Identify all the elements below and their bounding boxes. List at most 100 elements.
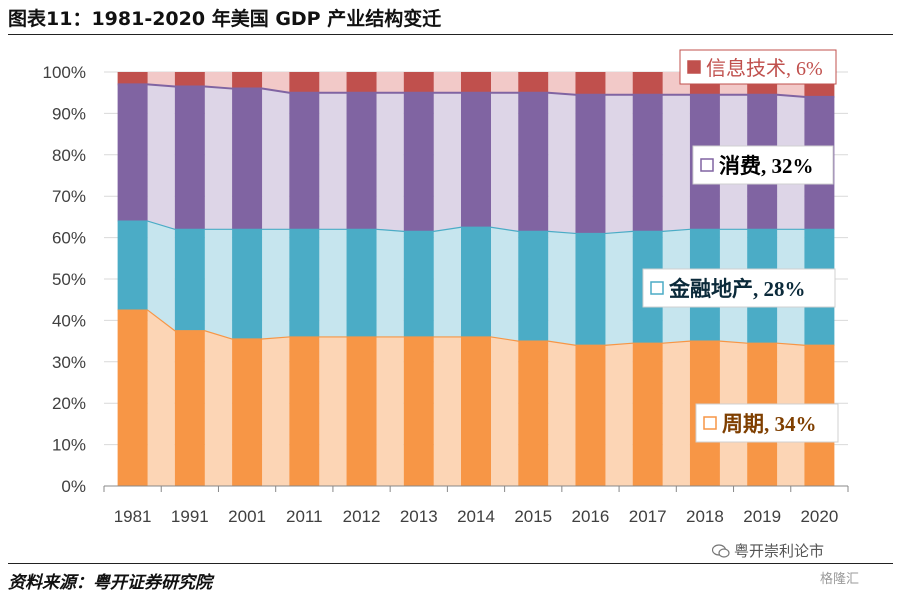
bar-segment-信息技术-2013 [403, 72, 434, 93]
bar-segment-消费-2013 [403, 92, 434, 232]
boundary-line [117, 309, 835, 346]
bar-segment-周期-2011 [289, 336, 320, 486]
y-tick-label: 60% [52, 229, 86, 248]
legend-key [687, 60, 701, 74]
x-tick-label: 2018 [686, 507, 724, 526]
band-消费 [605, 94, 633, 234]
band-消费 [376, 92, 404, 232]
bar-segment-消费-2014 [461, 92, 491, 228]
band-信息技术 [433, 72, 461, 93]
bar-segment-信息技术-2014 [461, 72, 491, 93]
bar-segment-信息技术-2017 [632, 72, 663, 95]
bar-segment-信息技术-2015 [518, 72, 549, 93]
watermark-sub: 格隆汇 [820, 572, 860, 587]
bar-segment-信息技术-2016 [575, 72, 606, 95]
band-消费 [491, 92, 519, 232]
bar-segment-信息技术-2001 [232, 72, 263, 89]
legend-key [650, 281, 664, 295]
x-tick-label: 2013 [400, 507, 438, 526]
bar-segment-周期-1991 [174, 330, 205, 486]
boundary-line [117, 220, 835, 235]
source-note: 资料来源：粤开证券研究院 [8, 573, 212, 593]
band-周期 [433, 336, 461, 486]
bar-segment-金融地产-1991 [174, 229, 205, 331]
bar-segment-消费-1991 [174, 86, 205, 230]
band-信息技术 [605, 72, 633, 95]
band-消费 [147, 84, 175, 230]
watermark-text: 粤开崇利论市 [734, 542, 825, 560]
band-周期 [491, 336, 519, 486]
band-金融地产 [147, 221, 175, 331]
title-divider [8, 34, 893, 35]
x-tick-label: 2015 [514, 507, 552, 526]
bar-segment-消费-2011 [289, 92, 320, 230]
band-金融地产 [433, 227, 461, 337]
band-消费 [433, 92, 461, 232]
bar-segment-金融地产-2011 [289, 229, 320, 337]
band-消费 [262, 88, 290, 230]
bar-segment-金融地产-2015 [518, 231, 549, 342]
bar-segment-金融地产-2016 [575, 233, 606, 346]
bar-segment-信息技术-2011 [289, 72, 320, 93]
band-信息技术 [319, 72, 347, 93]
series-label-信息技术: 信息技术, 6% [706, 57, 823, 80]
band-周期 [662, 341, 690, 486]
series-label-周期: 周期, 34% [722, 412, 817, 436]
bar-segment-信息技术-2012 [346, 72, 377, 93]
bar-segment-周期-2014 [461, 336, 491, 486]
band-周期 [548, 341, 576, 486]
band-信息技术 [262, 72, 290, 93]
bar-segment-周期-2001 [232, 339, 263, 486]
label-box [695, 403, 839, 443]
band-信息技术 [204, 72, 233, 89]
bar-segment-周期-1981 [117, 310, 148, 486]
y-tick-label: 70% [52, 187, 86, 206]
band-金融地产 [605, 231, 633, 346]
y-tick-label: 10% [52, 436, 86, 455]
band-金融地产 [491, 227, 519, 342]
bar-segment-消费-2012 [346, 92, 377, 230]
bar-segment-信息技术-1991 [174, 72, 205, 87]
bar-segment-金融地产-2012 [346, 229, 377, 337]
bar-segment-周期-2013 [403, 336, 434, 486]
y-tick-label: 50% [52, 270, 86, 289]
label-box [642, 268, 836, 308]
y-tick-label: 20% [52, 394, 86, 413]
x-tick-label: 2014 [457, 507, 495, 526]
band-周期 [204, 330, 233, 486]
band-周期 [605, 343, 633, 486]
y-tick-label: 30% [52, 353, 86, 372]
x-tick-label: 2020 [800, 507, 838, 526]
watermark: 粤开崇利论市 [712, 540, 824, 561]
x-tick-label: 2012 [343, 507, 381, 526]
band-周期 [262, 336, 290, 486]
x-tick-label: 2019 [743, 507, 781, 526]
bar-segment-消费-2015 [518, 92, 549, 232]
band-消费 [662, 94, 690, 232]
bar-segment-周期-2016 [575, 345, 606, 486]
bar-segment-金融地产-2013 [403, 231, 434, 337]
bar-segment-消费-1981 [117, 84, 148, 222]
bar-segment-金融地产-2001 [232, 229, 263, 340]
bar-segment-周期-2017 [632, 343, 663, 486]
x-tick-label: 2011 [286, 507, 323, 526]
y-tick-label: 40% [52, 311, 86, 330]
band-金融地产 [262, 229, 290, 340]
series-label-消费: 消费, 32% [719, 154, 814, 178]
bar-segment-金融地产-2014 [461, 227, 491, 337]
label-box [692, 145, 834, 185]
bar-segment-金融地产-1981 [117, 221, 148, 311]
band-金融地产 [319, 229, 347, 337]
x-tick-label: 1991 [171, 507, 209, 526]
band-金融地产 [548, 231, 576, 346]
band-周期 [147, 310, 175, 486]
band-信息技术 [147, 72, 175, 87]
label-box [679, 49, 837, 85]
x-tick-label: 1981 [114, 507, 152, 526]
series-label-金融地产: 金融地产, 28% [668, 277, 806, 301]
bar-segment-消费-2016 [575, 94, 606, 234]
wechat-icon [712, 544, 730, 558]
boundary-line [117, 83, 835, 98]
band-信息技术 [548, 72, 576, 95]
